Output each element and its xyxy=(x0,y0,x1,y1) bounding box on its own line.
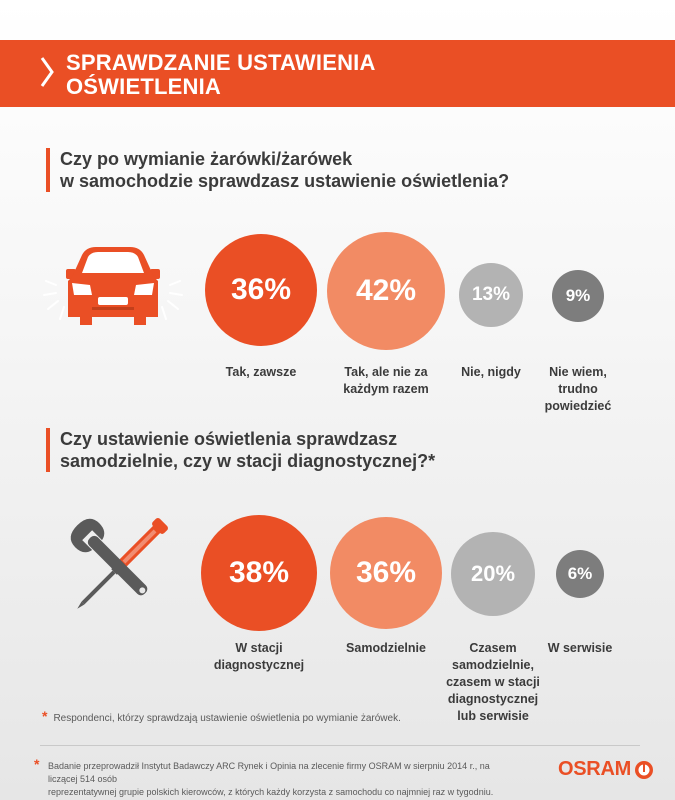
answer-1-4-label: Nie wiem, trudno powiedzieć xyxy=(518,364,638,415)
answer-1-4-bubble: 9% xyxy=(552,270,604,322)
page-title-line1: SPRAWDZANIE USTAWIENIA xyxy=(66,50,376,75)
question-2: Czy ustawienie oświetlenia sprawdzasz sa… xyxy=(46,428,435,472)
label-line: W stacji xyxy=(235,641,283,655)
label-line: czasem w stacji xyxy=(446,675,540,689)
answer-2-2-bubble: 36% xyxy=(330,517,442,629)
label-line: diagnostycznej xyxy=(213,658,305,672)
answer-1-2-value: 42% xyxy=(355,274,417,307)
label-line: Czasem xyxy=(469,641,517,655)
answer-1-3-label: Nie, nigdy xyxy=(431,364,551,381)
label-line: Tak, ale nie za xyxy=(344,365,428,379)
answer-2-2-value: 36% xyxy=(355,556,417,589)
answer-1-1-bubble: 36% xyxy=(205,234,317,346)
header-banner: SPRAWDZANIE USTAWIENIA OŚWIETLENIA xyxy=(0,40,675,107)
answer-1-3-value: 13% xyxy=(471,284,511,305)
chevron-right-icon xyxy=(40,57,54,87)
wrench-screwdriver-icon xyxy=(70,518,168,609)
answer-1-2-bubble: 42% xyxy=(327,232,445,350)
answer-2-1-value: 38% xyxy=(228,556,290,589)
osram-logo-text: OSRAM xyxy=(558,758,631,780)
label-line: każdym razem xyxy=(343,382,429,396)
footer-line1: Badanie przeprowadził Instytut Badawczy … xyxy=(48,761,490,784)
respondents-note-text: Respondenci, którzy sprawdzają ustawieni… xyxy=(53,713,401,724)
label-line: samodzielnie, xyxy=(452,658,534,672)
asterisk: * xyxy=(42,708,48,724)
car-headlights-icon xyxy=(43,247,183,325)
label-line: Samodzielnie xyxy=(346,641,426,655)
asterisk: * xyxy=(34,756,40,772)
answer-2-3-value: 20% xyxy=(470,561,516,586)
answer-2-3-bubble: 20% xyxy=(451,532,535,616)
answer-2-4-value: 6% xyxy=(567,564,593,583)
label-line: lub serwisie xyxy=(457,709,529,723)
answer-2-1-bubble: 38% xyxy=(201,515,317,631)
osram-logo: OSRAM xyxy=(558,758,654,781)
question-1-line1: Czy po wymianie żarówki/żarówek xyxy=(60,149,353,169)
answer-2-2-label: Samodzielnie xyxy=(326,640,446,657)
label-line: trudno xyxy=(558,382,598,396)
osram-bulb-icon xyxy=(634,760,653,779)
answer-2-4-label: W serwisie xyxy=(520,640,640,657)
footer-divider xyxy=(40,745,640,746)
answer-2-1-label: W stacji diagnostycznej xyxy=(199,640,319,674)
question-1: Czy po wymianie żarówki/żarówek w samoch… xyxy=(46,148,509,192)
footer-note: * Badanie przeprowadził Instytut Badawcz… xyxy=(34,756,514,799)
label-line: Nie wiem, xyxy=(549,365,607,379)
question-2-line2: samodzielnie, czy w stacji diagnostyczne… xyxy=(60,451,436,471)
label-line: Tak, zawsze xyxy=(225,365,297,379)
question-1-line2: w samochodzie sprawdzasz ustawienie oświ… xyxy=(60,171,510,191)
label-line: diagnostycznej xyxy=(447,692,539,706)
answer-1-1-label: Tak, zawsze xyxy=(201,364,321,381)
label-line: W serwisie xyxy=(547,641,613,655)
footer-line2: reprezentatywnej grupie polskich kierowc… xyxy=(48,787,494,797)
page-title-line2: OŚWIETLENIA xyxy=(66,74,221,99)
answer-1-2-label: Tak, ale nie za każdym razem xyxy=(326,364,446,398)
answer-1-1-value: 36% xyxy=(230,273,292,306)
label-line: Nie, nigdy xyxy=(461,365,521,379)
question-2-line1: Czy ustawienie oświetlenia sprawdzasz xyxy=(60,429,398,449)
answer-1-3-bubble: 13% xyxy=(459,263,523,327)
answer-2-4-bubble: 6% xyxy=(556,550,604,598)
answer-1-4-value: 9% xyxy=(565,286,591,305)
label-line: powiedzieć xyxy=(544,399,612,413)
page-title: SPRAWDZANIE USTAWIENIA OŚWIETLENIA xyxy=(66,51,376,99)
answer-2-3-label: Czasem samodzielnie, czasem w stacji dia… xyxy=(433,640,553,725)
respondents-note: * Respondenci, którzy sprawdzają ustawien… xyxy=(42,708,401,724)
